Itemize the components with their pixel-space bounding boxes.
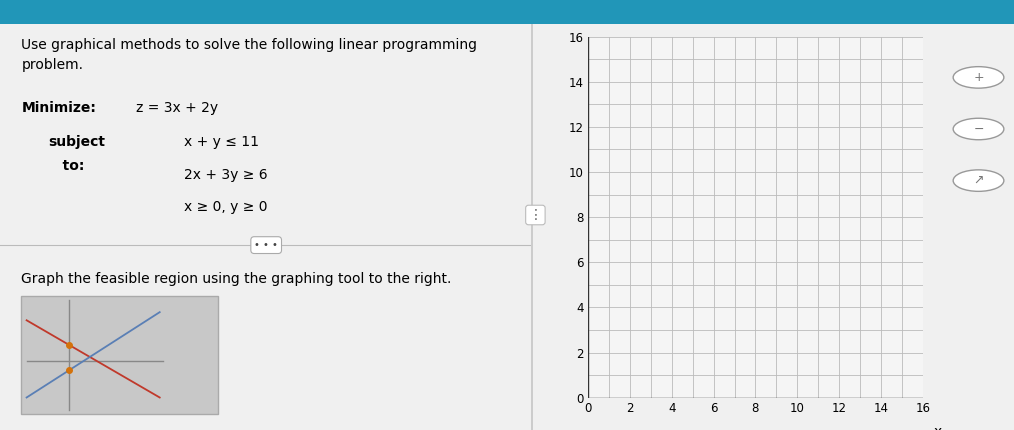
Text: x: x (933, 425, 942, 430)
Text: • • •: • • • (255, 240, 278, 250)
Text: subject: subject (48, 135, 104, 149)
Text: z = 3x + 2y: z = 3x + 2y (136, 101, 218, 115)
Text: y: y (563, 4, 571, 18)
Text: to:: to: (48, 159, 84, 172)
Text: Use graphical methods to solve the following linear programming: Use graphical methods to solve the follo… (21, 38, 478, 52)
Text: x ≥ 0, y ≥ 0: x ≥ 0, y ≥ 0 (184, 200, 267, 215)
Text: ↗: ↗ (973, 174, 984, 187)
Text: x + y ≤ 11: x + y ≤ 11 (184, 135, 259, 149)
Text: problem.: problem. (21, 58, 83, 72)
FancyBboxPatch shape (21, 296, 218, 414)
Text: 2x + 3y ≥ 6: 2x + 3y ≥ 6 (184, 168, 268, 182)
Text: Click to
enlarge
graph: Click to enlarge graph (127, 332, 179, 378)
Text: Graph the feasible region using the graphing tool to the right.: Graph the feasible region using the grap… (21, 271, 451, 286)
Text: −: − (973, 123, 984, 135)
Text: Minimize:: Minimize: (21, 101, 96, 115)
Text: +: + (973, 71, 984, 84)
Text: ⋮: ⋮ (528, 208, 542, 222)
